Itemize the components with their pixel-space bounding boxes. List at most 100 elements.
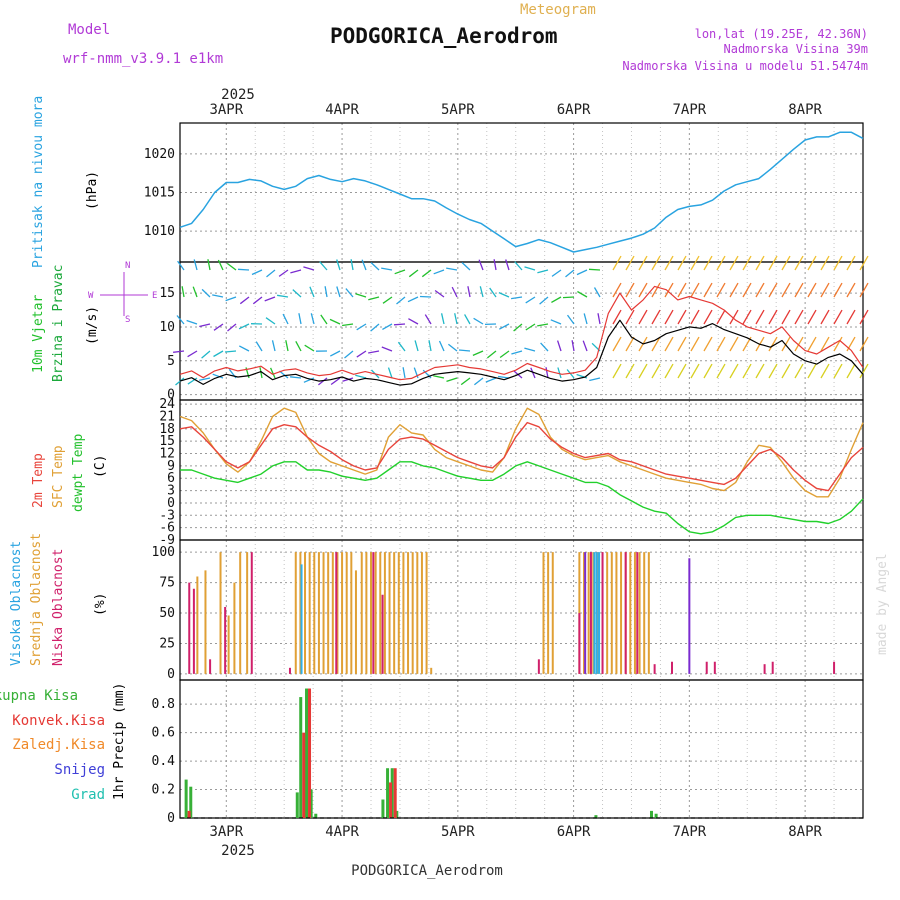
- wind-arrow: [582, 340, 588, 352]
- wind-arrow: [344, 350, 354, 359]
- wind-arrow: [212, 373, 224, 379]
- top-day-label: 4APR: [325, 102, 359, 118]
- wind-arrow: [703, 309, 713, 325]
- y-tick-label: 24: [159, 397, 175, 412]
- wind-arrow: [781, 309, 791, 325]
- wind-arrow: [664, 336, 674, 352]
- panel-pressure: 1010 1015 1020: [144, 122, 864, 263]
- wind-arrow: [382, 323, 393, 330]
- wind-arrow: [393, 323, 406, 326]
- wind-arrow: [478, 259, 484, 271]
- temp-ylabel-2: SFC Temp: [51, 445, 66, 508]
- wind-arrow: [651, 309, 661, 325]
- bottom-year-label: 2025: [221, 843, 255, 859]
- wind-arrow: [193, 259, 198, 271]
- wind-arrow: [794, 363, 804, 379]
- wind-arrow: [485, 377, 497, 383]
- wind-arrow: [768, 255, 778, 271]
- wind-arrow: [265, 317, 276, 325]
- wind-arrow: [304, 344, 315, 352]
- wind-arrow: [768, 336, 778, 352]
- temp-2m-line: [179, 421, 864, 492]
- y-tick-label: 1020: [144, 147, 175, 162]
- precip-bar: [184, 779, 188, 818]
- wind-ylabel-2: Brzina i Pravac: [51, 265, 66, 382]
- wind-arrow: [583, 313, 588, 325]
- wind-arrow: [472, 350, 484, 356]
- legend-grad: Grad: [71, 787, 105, 803]
- wind-arrow: [278, 269, 289, 277]
- wind-arrow: [703, 255, 713, 271]
- bottom-day-label: 6APR: [557, 824, 591, 840]
- wind-arrow: [394, 269, 406, 275]
- wind-arrow: [309, 286, 315, 298]
- wind-arrow: [820, 282, 830, 298]
- wind-arrow: [461, 262, 471, 271]
- wind-arrow: [807, 255, 817, 271]
- wind-arrow: [238, 345, 250, 352]
- panel-frame: [179, 539, 864, 681]
- wind-arrow: [408, 269, 419, 278]
- y-tick-label: 0.4: [152, 754, 176, 769]
- panel-precip: 0 0.2 0.4 0.6 0.8: [152, 679, 864, 826]
- wind-arrow: [479, 286, 484, 298]
- wind-arrow: [651, 336, 661, 352]
- model-altitude-label: Nadmorska Visina u modelu 51.5474m: [622, 59, 868, 73]
- temp-ylabel-1: 2m Temp: [31, 453, 46, 508]
- y-tick-label: 0: [167, 811, 175, 826]
- wind-arrow: [833, 255, 843, 271]
- wind-legend-s: S: [125, 315, 130, 325]
- wind-arrow: [424, 314, 432, 325]
- legend-snijeg: Snijeg: [54, 762, 105, 778]
- wind-arrow: [677, 255, 687, 271]
- wind-arrow: [295, 340, 302, 352]
- wind-arrow: [742, 363, 752, 379]
- wind-arrow: [513, 323, 523, 332]
- wind-arrow: [755, 363, 765, 379]
- wind-arrow: [524, 266, 536, 271]
- wind-arrow: [729, 255, 739, 271]
- wind-arrow: [330, 377, 341, 386]
- wind-arrows: [173, 255, 869, 386]
- wind-arrow: [742, 309, 752, 325]
- wind-arrow: [499, 350, 510, 359]
- wind-arrow: [473, 377, 484, 386]
- wind-arrow: [434, 289, 445, 298]
- wind-arrow: [625, 282, 635, 298]
- wind-arrow: [664, 255, 674, 271]
- wind-arrow: [638, 282, 648, 298]
- wind-arrow: [421, 269, 432, 278]
- y-tick-label: 0.8: [152, 697, 175, 712]
- wind-arrow: [557, 367, 562, 379]
- wind-arrow: [446, 267, 458, 271]
- wind-arrow: [820, 255, 830, 271]
- wind-arrow: [446, 377, 458, 383]
- top-day-label: 7APR: [672, 102, 706, 118]
- wind-arrow: [625, 363, 635, 379]
- wind-arrow: [690, 309, 700, 325]
- legend-konvek-kisa: Konvek.Kisa: [12, 713, 105, 729]
- wind-arrow: [612, 255, 622, 271]
- y-tick-label: 1015: [144, 186, 175, 201]
- y-tick-label: 15: [159, 286, 175, 301]
- wind-arrow: [438, 340, 445, 352]
- wind-arrow: [173, 350, 185, 353]
- wind-arrow: [397, 341, 406, 352]
- wind-arrow: [755, 255, 765, 271]
- wind-arrow: [716, 282, 726, 298]
- wind-arrow: [290, 269, 302, 274]
- wind-speed-line: [179, 319, 864, 386]
- wind-arrow: [356, 323, 367, 331]
- wind-arrow: [742, 282, 752, 298]
- wind-arrow: [768, 282, 778, 298]
- sfc-temp-line: [179, 407, 864, 498]
- wind-arrow: [768, 363, 778, 379]
- wind-arrow: [226, 262, 237, 271]
- precip-bar: [594, 815, 598, 818]
- precip-bar: [395, 810, 399, 818]
- wind-arrow: [414, 340, 419, 352]
- wind-arrow: [317, 377, 328, 386]
- wind-arrow: [489, 287, 497, 298]
- wind-arrow: [285, 340, 289, 352]
- wind-arrow: [651, 363, 661, 379]
